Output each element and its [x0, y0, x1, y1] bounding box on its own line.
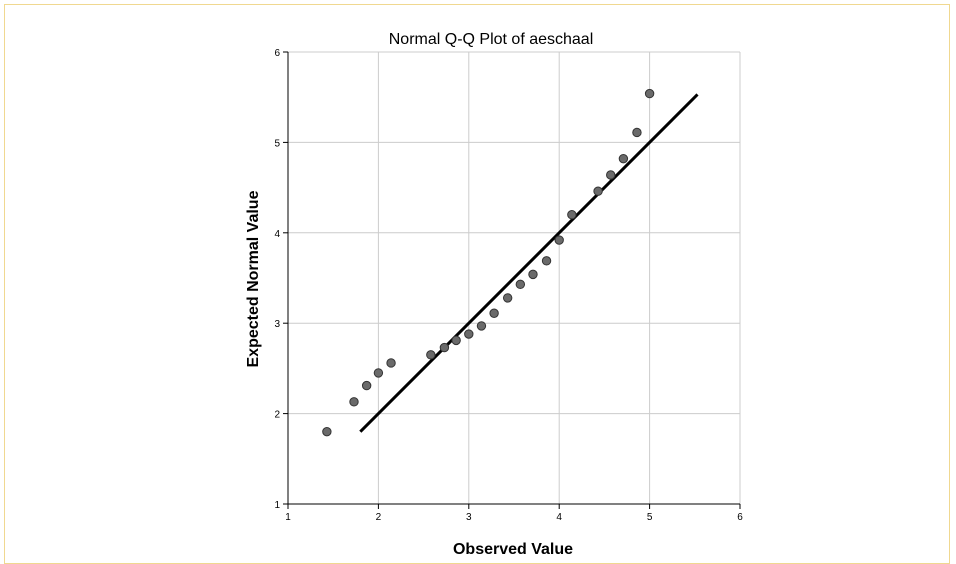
- x-tick-label: 3: [466, 512, 472, 523]
- data-point: [373, 368, 384, 378]
- x-tick-label: 2: [376, 512, 382, 523]
- x-tick-label: 4: [556, 512, 562, 523]
- chart-title: Normal Q-Q Plot of aeschaal: [389, 31, 594, 48]
- data-points: [322, 88, 655, 437]
- y-tick-label: 3: [274, 319, 280, 330]
- data-point: [554, 235, 564, 245]
- data-point: [439, 342, 450, 353]
- data-point: [632, 127, 642, 138]
- data-point: [426, 350, 436, 360]
- x-tick-label: 5: [647, 512, 653, 523]
- data-point: [515, 279, 526, 290]
- x-axis-title: Observed Value: [453, 541, 573, 556]
- x-tick-label: 6: [737, 512, 743, 523]
- y-tick-label: 4: [274, 229, 280, 240]
- data-point: [322, 426, 332, 437]
- reference-line: [359, 93, 699, 433]
- reference-line-group: [359, 93, 699, 433]
- chart-frame: [4, 4, 950, 564]
- data-point: [451, 335, 461, 346]
- y-axis-title: Expected Normal Value: [245, 190, 262, 367]
- data-point: [502, 293, 513, 303]
- y-tick-label: 6: [274, 48, 280, 59]
- data-point: [541, 256, 552, 266]
- y-tick-label: 1: [274, 500, 280, 511]
- data-point: [361, 380, 372, 391]
- data-point: [528, 269, 538, 280]
- y-tick-label: 5: [274, 138, 280, 149]
- data-point: [489, 308, 499, 318]
- data-point: [567, 210, 577, 220]
- grid-lines: [288, 51, 741, 504]
- data-point: [606, 170, 616, 180]
- data-point: [476, 321, 487, 331]
- x-tick-label: 1: [285, 512, 291, 523]
- data-point: [464, 329, 474, 339]
- data-point: [349, 397, 359, 407]
- data-point: [618, 153, 629, 164]
- axes: [283, 51, 741, 509]
- tick-labels: 1 2 3 4 5 6 1 2 3 4 5 6: [274, 48, 743, 523]
- data-point: [644, 88, 655, 99]
- y-tick-label: 2: [274, 410, 280, 421]
- data-point: [593, 186, 603, 196]
- data-point: [386, 358, 396, 368]
